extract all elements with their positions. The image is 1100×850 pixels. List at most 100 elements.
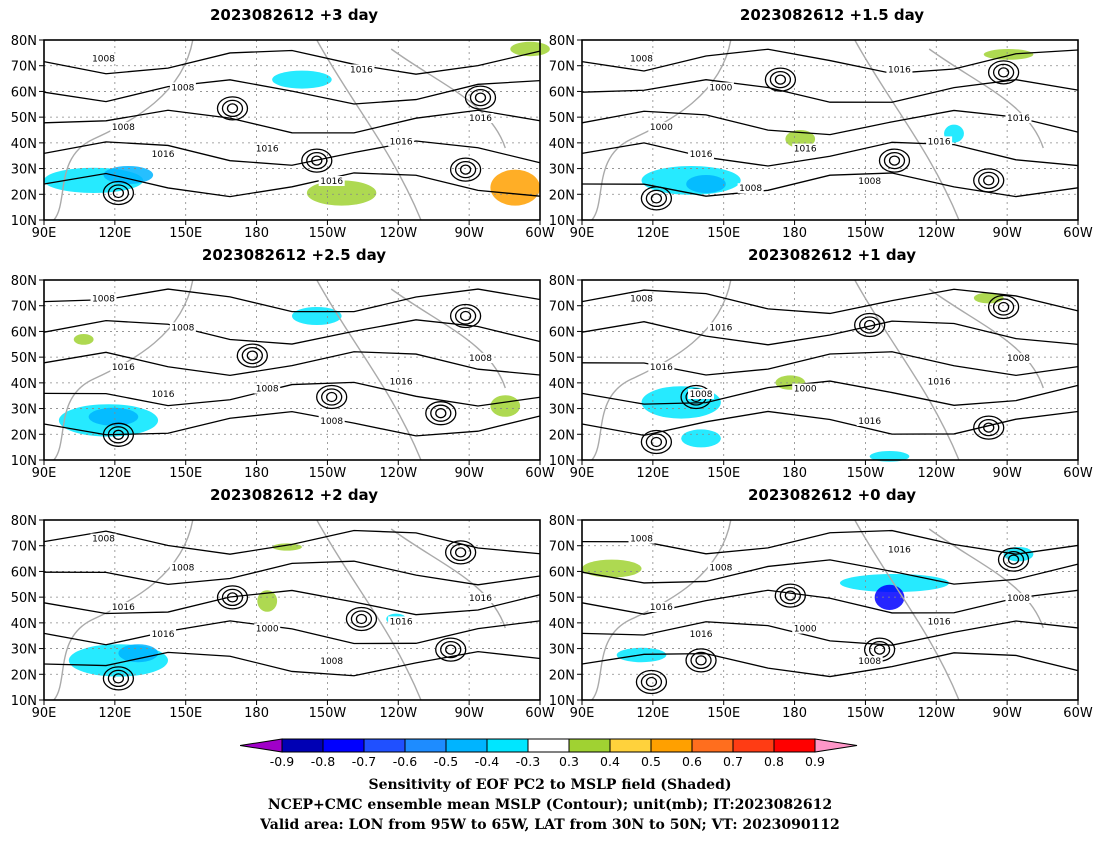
colorbar-box [404,738,447,753]
contour-label: 1016 [469,594,492,604]
contour-label-bg [388,616,415,627]
map-panel: 1008 1016 1016 1008 1008 1008 1016 1008 80N 70N 60… [11,274,555,481]
pressure-center [635,669,668,695]
contour-label-bg [648,362,675,372]
colorbar-box [527,738,570,753]
pressure-center [469,88,492,107]
sensitivity-shading [118,644,159,663]
lat-tick-label: 60N [549,325,575,340]
contour-label-bg [110,362,137,372]
contour-label-bg [318,416,345,426]
pressure-center [640,673,663,691]
lon-tick-label: 150W [847,706,885,721]
pressure-center [973,415,1005,440]
lat-tick-label: 10N [549,694,575,709]
lat-tick-label: 80N [11,34,37,49]
contour-label: 1016 [350,65,373,75]
map-frame [581,519,1079,701]
pressure-center [326,391,338,403]
lat-tick-label: 40N [11,377,37,392]
isobar-contour [43,381,541,407]
lat-tick-label: 30N [11,163,37,178]
contour-label-bg [388,376,415,387]
pressure-center [764,67,797,92]
lat-tick-label: 60N [11,85,37,100]
pressure-center [221,99,244,118]
contour-label: 1008 [690,390,713,400]
lat-tick-label: 30N [549,163,575,178]
lon-tick-label: 90W [454,706,484,721]
map-panel: 1008 1008 1016 1008 1016 1016 1016 1016 1016 80N 7… [11,34,555,241]
contour-label-bg [318,656,345,666]
lon-tick-label: 150E [707,706,740,721]
isobar-contour [581,410,1079,437]
pressure-center [878,148,911,173]
lat-tick-label: 50N [549,351,575,366]
lon-tick-label: 90W [454,226,484,241]
pressure-center [226,103,239,114]
contour-label: 1016 [390,137,413,147]
lon-tick-label: 180 [244,706,269,721]
lon-tick-label: 150E [169,466,202,481]
sensitivity-shading [839,574,950,592]
sensitivity-shading [785,130,816,148]
caption-line-1: Sensitivity of EOF PC2 to MSLP field (Sh… [368,777,732,793]
colorbar-arrow-right [814,738,858,753]
colorbar-tick-label: 0.5 [641,754,661,768]
pressure-center [645,676,658,688]
pressure-center [769,70,792,89]
lon-tick-label: 120E [98,706,131,721]
lon-tick-label: 60W [525,226,555,241]
pressure-center [695,655,707,666]
colorbar-tick-label: 0.9 [805,754,825,768]
contour-label: 1008 [171,323,194,333]
pressure-center [645,433,668,451]
pressure-center [978,418,1000,437]
colorbar-box [568,738,611,753]
lat-tick-label: 40N [11,617,37,632]
pressure-center [987,294,1020,320]
pressure-center [102,180,135,206]
panel-title: 2023082612 +3 day [210,6,378,24]
contour-label-bg [926,616,953,627]
lon-tick-label: 90E [32,466,57,481]
colorbar-box [486,738,529,753]
contour-label-bg [254,623,281,634]
contour-label: 1008 [858,177,881,187]
pressure-center [425,401,457,426]
contour-label-bg [792,383,819,394]
pressure-center [226,592,239,603]
pressure-center [345,606,378,632]
map-frame [581,39,1079,221]
isobar-contour [43,172,541,198]
pressure-center [246,350,258,361]
isobar-contour [43,319,541,345]
contour-label: 1008 [92,535,115,545]
lon-tick-label: 120E [98,226,131,241]
contour-label-bg [254,143,281,154]
contour-label-bg [926,376,953,387]
lon-tick-label: 150W [309,706,347,721]
isobar-contour [581,559,1079,585]
contour-label-bg [688,629,715,639]
isobar-contour [43,589,541,616]
contour-label: 1016 [888,65,911,75]
contour-label: 1016 [650,363,673,373]
isobar-contour [43,49,541,75]
coastline [390,48,506,149]
lat-tick-label: 20N [549,428,575,443]
sensitivity-shading [681,429,721,448]
lat-tick-label: 50N [549,111,575,126]
lat-tick-label: 40N [11,137,37,152]
lat-tick-label: 40N [549,377,575,392]
contour-label: 1008 [112,123,135,133]
map-panel: 1008 1016 1016 1008 1000 1008 1016 1008 1016 80N 7… [549,514,1093,721]
contour-label: 1016 [256,145,279,155]
contour-label: 1008 [171,563,194,573]
pressure-center [650,436,663,448]
coastline [390,288,506,389]
lat-tick-label: 30N [11,643,37,658]
colorbar-tick-label: -0.7 [352,754,376,768]
contour-label-bg [707,322,734,333]
colorbar-tick-label: -0.9 [270,754,294,768]
